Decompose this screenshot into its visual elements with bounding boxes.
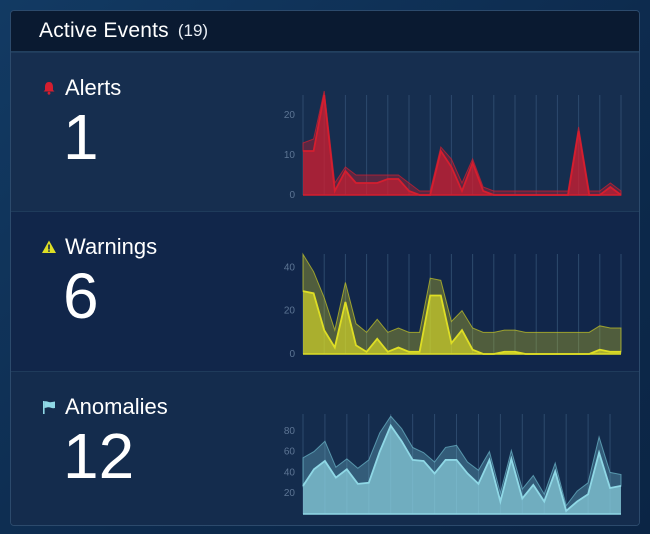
anomalies-ytick-label: 40 (284, 467, 296, 478)
alerts-area (303, 95, 621, 195)
warning-triangle-icon (42, 240, 56, 253)
warnings-ytick-label: 40 (284, 262, 296, 273)
warnings-ytick-label: 20 (284, 306, 296, 317)
active-events-panel: Active Events (19) Alerts 1 0 10 20 Warnin… (10, 10, 640, 526)
anomalies-ytick-label: 60 (284, 447, 296, 458)
alerts-ytick-label: 20 (284, 110, 296, 121)
anomalies-ytick-label: 80 (284, 426, 296, 437)
warnings-value: 6 (63, 260, 99, 332)
alerts-sparkline: 0 10 20 (284, 90, 622, 201)
alerts-ytick-label: 0 (289, 190, 295, 201)
anomalies-label-text: Anomalies (65, 394, 168, 419)
alerts-label-text: Alerts (65, 75, 122, 100)
anomalies-sparkline: 20 40 60 80 (284, 414, 622, 515)
warnings-label-text: Warnings (65, 234, 158, 259)
panel-header: Active Events (19) (11, 11, 639, 52)
anomalies-ytick-label: 20 (284, 488, 296, 499)
panel-title: Active Events (39, 19, 169, 42)
alerts-value: 1 (63, 101, 99, 173)
flag-icon (43, 401, 55, 414)
anomalies-label: Anomalies (41, 394, 168, 420)
warnings-row[interactable]: Warnings 6 0 20 40 (11, 211, 639, 372)
warnings-label: Warnings (41, 234, 157, 260)
bell-icon (43, 82, 55, 95)
alerts-label: Alerts (41, 75, 121, 101)
anomalies-area (303, 425, 621, 514)
alerts-row[interactable]: Alerts 1 0 10 20 (11, 52, 639, 213)
alerts-ytick-label: 10 (284, 150, 296, 161)
warnings-sparkline: 0 20 40 (284, 252, 622, 360)
warnings-ytick-label: 0 (289, 349, 295, 360)
anomalies-row[interactable]: Anomalies 12 20 40 60 80 (11, 371, 639, 525)
anomalies-value: 12 (63, 420, 135, 492)
anomalies-line (302, 423, 622, 513)
event-count: (19) (177, 21, 209, 40)
